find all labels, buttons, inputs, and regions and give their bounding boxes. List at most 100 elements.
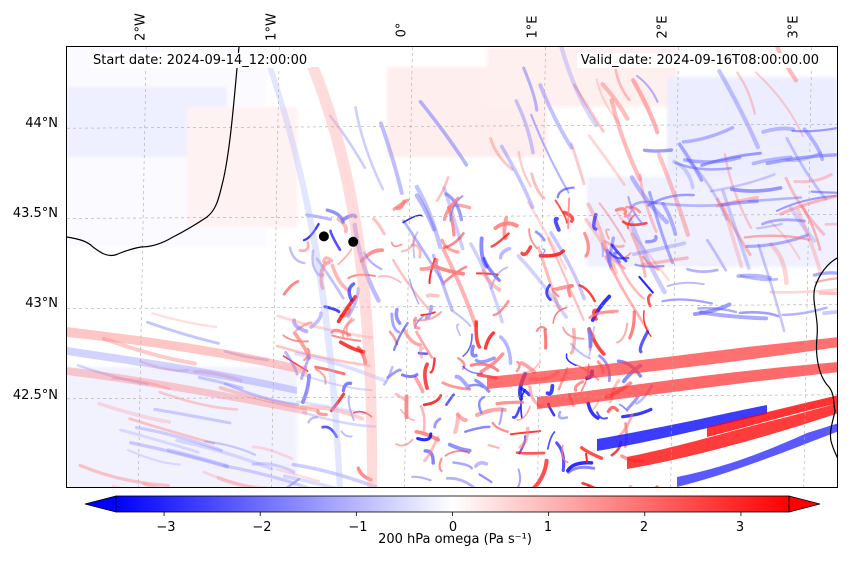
parallel-line: [67, 123, 837, 129]
omega-streak: [284, 350, 299, 376]
omega-streak: [549, 231, 586, 301]
omega-streak: [298, 241, 310, 253]
omega-streak: [583, 231, 590, 258]
omega-field-map: [67, 47, 837, 487]
omega-streak: [192, 369, 243, 383]
omega-streak: [292, 318, 309, 334]
omega-streak: [720, 199, 759, 207]
omega-streak: [534, 230, 546, 242]
omega-streak: [321, 425, 338, 439]
omega-streak: [408, 278, 420, 305]
omega-streak: [223, 349, 270, 362]
omega-streak: [612, 251, 621, 264]
omega-streak: [128, 417, 216, 445]
omega-streak: [538, 83, 574, 150]
colorbar-extend-high: [788, 495, 821, 513]
omega-streak: [489, 137, 514, 171]
omega-streak: [591, 308, 598, 321]
omega-streak: [438, 457, 443, 473]
omega-streak: [282, 280, 300, 296]
omega-streak: [314, 368, 327, 385]
omega-streak: [487, 443, 500, 450]
omega-streak: [251, 445, 294, 461]
omega-streak: [462, 365, 484, 375]
omega-streak: [517, 468, 522, 487]
omega-streak: [638, 330, 650, 354]
omega-streak: [661, 201, 678, 236]
omega-streak: [587, 328, 593, 349]
omega-streak: [415, 330, 434, 359]
omega-streak: [356, 466, 373, 482]
omega-streak: [578, 284, 596, 303]
omega-streak: [634, 263, 665, 268]
omega-streak: [745, 233, 810, 248]
omega-streak: [378, 274, 402, 284]
omega-streak: [325, 208, 345, 224]
omega-streak: [337, 248, 353, 266]
omega-streak: [757, 243, 786, 333]
colorbar-tick-label: 1: [543, 520, 553, 535]
omega-streak: [554, 199, 568, 224]
omega-streak: [630, 232, 647, 278]
lat-label-44n: 44°N: [25, 116, 58, 131]
omega-streak: [223, 382, 300, 406]
colorbar-tick-marks: [163, 512, 742, 516]
omega-streak: [286, 477, 301, 487]
omega-streak: [302, 222, 320, 242]
omega-streak: [474, 320, 482, 349]
omega-streak: [522, 66, 539, 112]
omega-streak: [423, 362, 429, 390]
lon-label-0: 0°: [394, 22, 410, 38]
omega-streak: [400, 408, 415, 421]
omega-streak: [119, 428, 200, 454]
omega-streak: [822, 309, 837, 316]
station-marker-station-1: [318, 231, 329, 242]
omega-streak: [482, 256, 501, 282]
omega-streak: [522, 360, 542, 374]
omega-streak: [621, 407, 653, 419]
omega-streak: [677, 142, 704, 182]
omega-streak: [721, 189, 751, 270]
omega-bands: [67, 67, 837, 487]
omega-streak: [282, 355, 309, 372]
omega-streak: [412, 311, 443, 322]
omega-streak: [765, 153, 837, 166]
omega-streak: [751, 155, 793, 166]
omega-streak: [454, 374, 471, 390]
valid-date-label: Valid_date: 2024-09-16T08:00:00.00: [576, 53, 823, 68]
omega-streak: [203, 440, 257, 456]
lat-label-43-5n: 43.5°N: [12, 206, 58, 221]
omega-streak: [469, 362, 500, 372]
omega-streak: [445, 476, 475, 487]
omega-streak: [621, 220, 648, 227]
omega-streak: [153, 407, 232, 425]
omega-streak: [769, 221, 801, 260]
omega-streak: [640, 256, 689, 267]
omega-streak: [761, 126, 796, 134]
omega-streak: [692, 302, 732, 317]
meridian-line: [137, 47, 147, 487]
omega-streak: [296, 400, 366, 416]
colorbar-extend-low: [84, 495, 117, 513]
omega-streak: [300, 373, 373, 392]
omega-streak: [629, 175, 669, 225]
omega-streak: [616, 212, 670, 282]
omega-streak: [329, 392, 346, 413]
omega-streak: [686, 267, 719, 274]
station-markers: [318, 231, 359, 247]
omega-streak: [709, 173, 776, 193]
colorbar-tick-label: 3: [735, 520, 745, 535]
omega-streak: [352, 410, 373, 418]
omega-streak: [619, 403, 629, 412]
omega-streak: [736, 71, 756, 115]
omega-streak: [666, 281, 705, 288]
omega-streak: [428, 257, 436, 285]
omega-streak: [536, 246, 561, 310]
omega-streak: [641, 255, 660, 271]
colorbar-label: 200 hPa omega (Pa s⁻¹): [378, 532, 532, 547]
omega-streak: [111, 377, 171, 391]
omega-streak: [747, 196, 803, 203]
omega-streak: [102, 336, 197, 366]
omega-streak: [202, 470, 259, 487]
omega-streak: [452, 461, 473, 470]
